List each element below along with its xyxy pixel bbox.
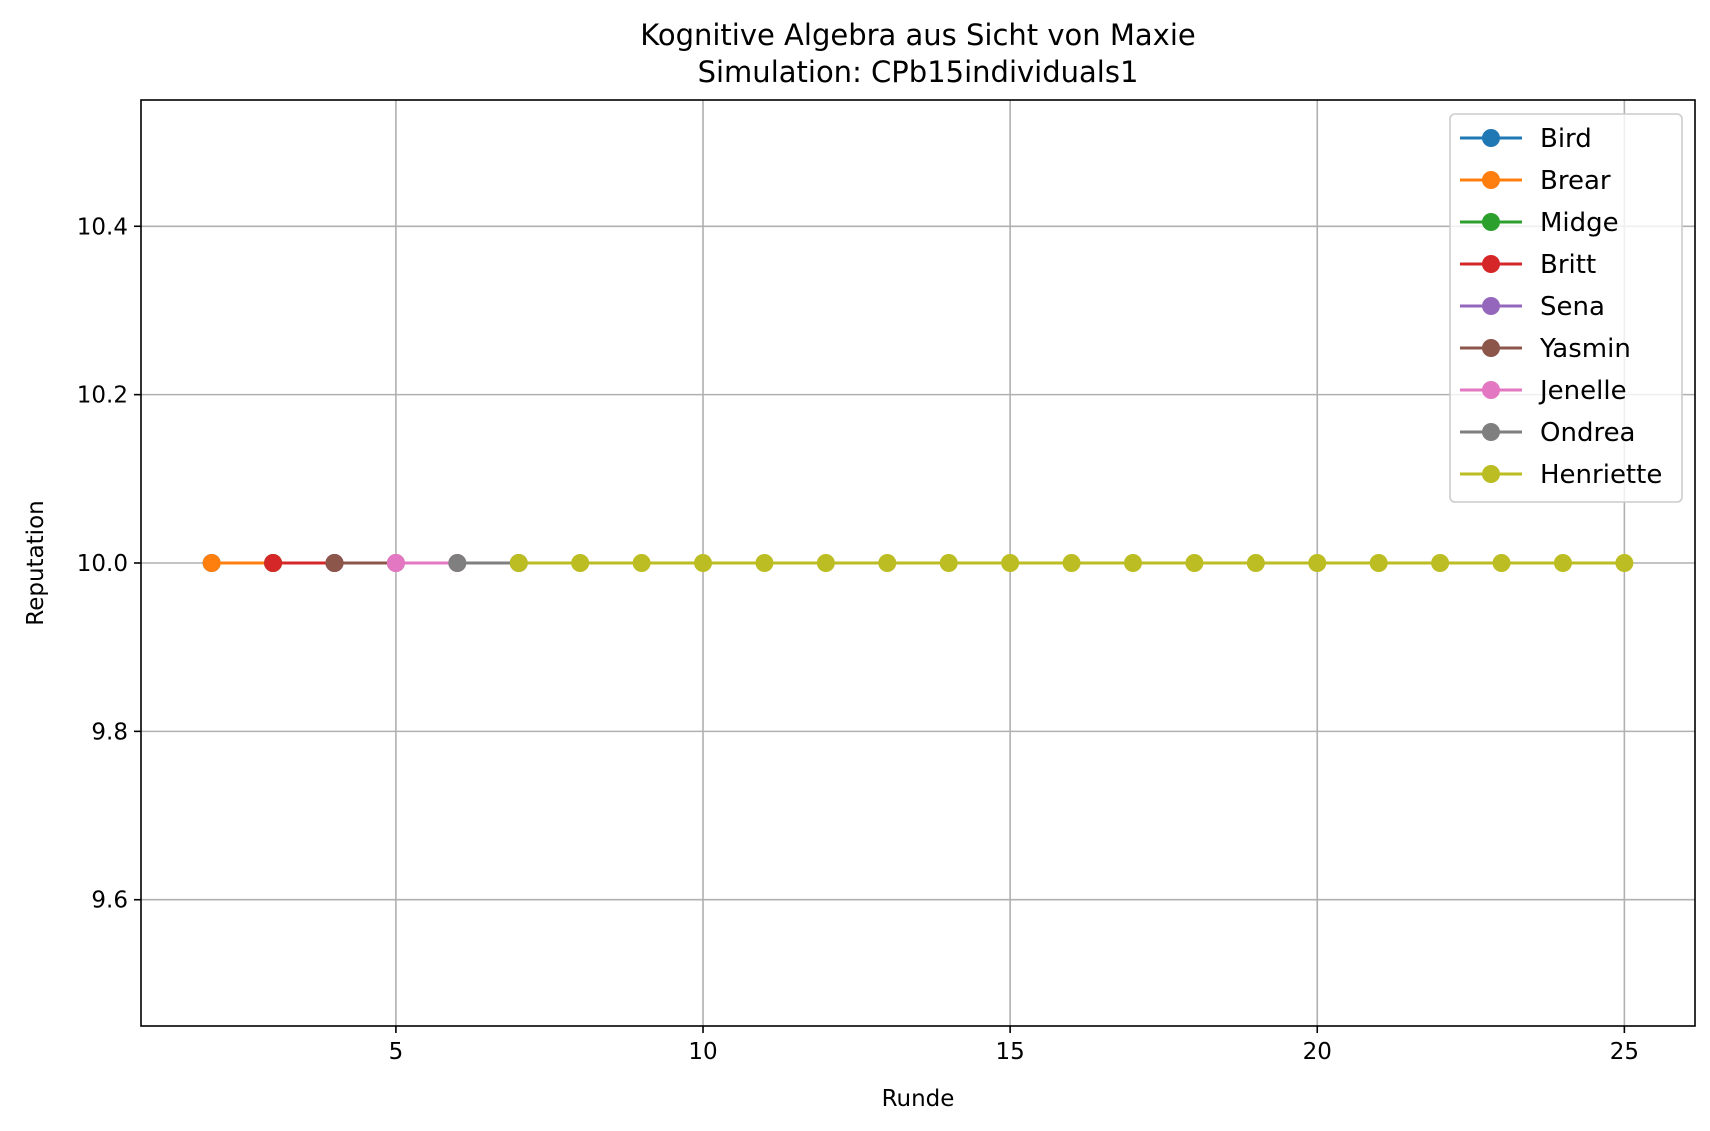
- y-tick-label: 9.6: [91, 888, 128, 914]
- legend-marker: [1482, 297, 1500, 315]
- legend-label: Brear: [1540, 166, 1611, 196]
- legend-label: Jenelle: [1538, 376, 1627, 406]
- x-tick-label: 10: [688, 1039, 717, 1065]
- y-tick-label: 10.0: [77, 551, 128, 577]
- data-point-henriette: [1185, 554, 1204, 572]
- legend-marker: [1482, 381, 1500, 399]
- y-axis-label: Reputation: [23, 500, 49, 625]
- data-point-henriette: [571, 554, 590, 572]
- data-point-henriette: [694, 554, 713, 572]
- legend-marker: [1482, 423, 1500, 441]
- data-point-henriette: [1615, 554, 1634, 572]
- data-point-henriette: [1123, 554, 1142, 572]
- legend-item-brear: Brear: [1460, 166, 1611, 196]
- legend: Bird Brear Midge Britt Sena Yasmin Jenelle Ondr…: [1449, 113, 1683, 503]
- legend-item-sena: Sena: [1460, 292, 1605, 322]
- data-point-henriette: [1553, 554, 1572, 572]
- x-axis-label: Runde: [882, 1086, 955, 1112]
- data-point-henriette: [816, 554, 835, 572]
- data-point-henriette: [632, 554, 651, 572]
- legend-marker: [1482, 171, 1500, 189]
- chart-title: Kognitive Algebra aus Sicht von Maxie: [640, 18, 1196, 52]
- legend-label: Britt: [1540, 250, 1596, 280]
- legend-label: Henriette: [1540, 460, 1662, 490]
- legend-item-britt: Britt: [1460, 250, 1596, 280]
- legend-item-jenelle: Jenelle: [1460, 376, 1627, 406]
- legend-item-bird: Bird: [1460, 124, 1592, 154]
- legend-item-henriette: Henriette: [1460, 460, 1662, 490]
- legend-label: Ondrea: [1540, 418, 1636, 448]
- legend-marker: [1482, 129, 1500, 147]
- data-point-henriette: [1308, 554, 1327, 572]
- data-point-henriette: [1431, 554, 1450, 572]
- y-tick-label: 10.4: [77, 214, 128, 240]
- legend-marker: [1482, 339, 1500, 357]
- x-axis: 5 10 15 20 25: [389, 1026, 1639, 1065]
- data-point-ondrea: [448, 554, 467, 572]
- data-point-henriette: [1369, 554, 1388, 572]
- y-tick-label: 9.8: [91, 719, 128, 745]
- legend-item-midge: Midge: [1460, 208, 1619, 238]
- data-point-brear: [202, 554, 221, 572]
- legend-marker: [1482, 255, 1500, 273]
- data-point-henriette: [755, 554, 774, 572]
- legend-label: Midge: [1540, 208, 1619, 238]
- data-point-jenelle: [386, 554, 405, 572]
- data-point-henriette: [509, 554, 528, 572]
- x-tick-label: 5: [389, 1039, 404, 1065]
- data-point-henriette: [1001, 554, 1020, 572]
- data-point-henriette: [878, 554, 897, 572]
- legend-box: [1449, 113, 1683, 503]
- legend-item-yasmin: Yasmin: [1460, 334, 1631, 364]
- x-tick-label: 25: [1610, 1039, 1639, 1065]
- data-point-henriette: [1062, 554, 1081, 572]
- legend-label: Bird: [1540, 124, 1592, 154]
- y-axis: 9.6 9.8 10.0 10.2 10.4: [77, 214, 141, 914]
- data-point-henriette: [939, 554, 958, 572]
- legend-label: Yasmin: [1539, 334, 1631, 364]
- legend-label: Sena: [1540, 292, 1605, 322]
- chart-subtitle: Simulation: CPb15individuals1: [698, 55, 1139, 89]
- data-point-britt: [264, 554, 283, 572]
- data-point-yasmin: [325, 554, 344, 572]
- x-tick-label: 15: [995, 1039, 1024, 1065]
- legend-marker: [1482, 465, 1500, 483]
- x-tick-label: 20: [1303, 1039, 1332, 1065]
- legend-item-ondrea: Ondrea: [1460, 418, 1636, 448]
- data-point-henriette: [1492, 554, 1511, 572]
- data-point-henriette: [1246, 554, 1265, 572]
- series-henriette: [509, 554, 1634, 572]
- legend-marker: [1482, 213, 1500, 231]
- y-tick-label: 10.2: [77, 383, 128, 409]
- series-group: [202, 554, 1634, 572]
